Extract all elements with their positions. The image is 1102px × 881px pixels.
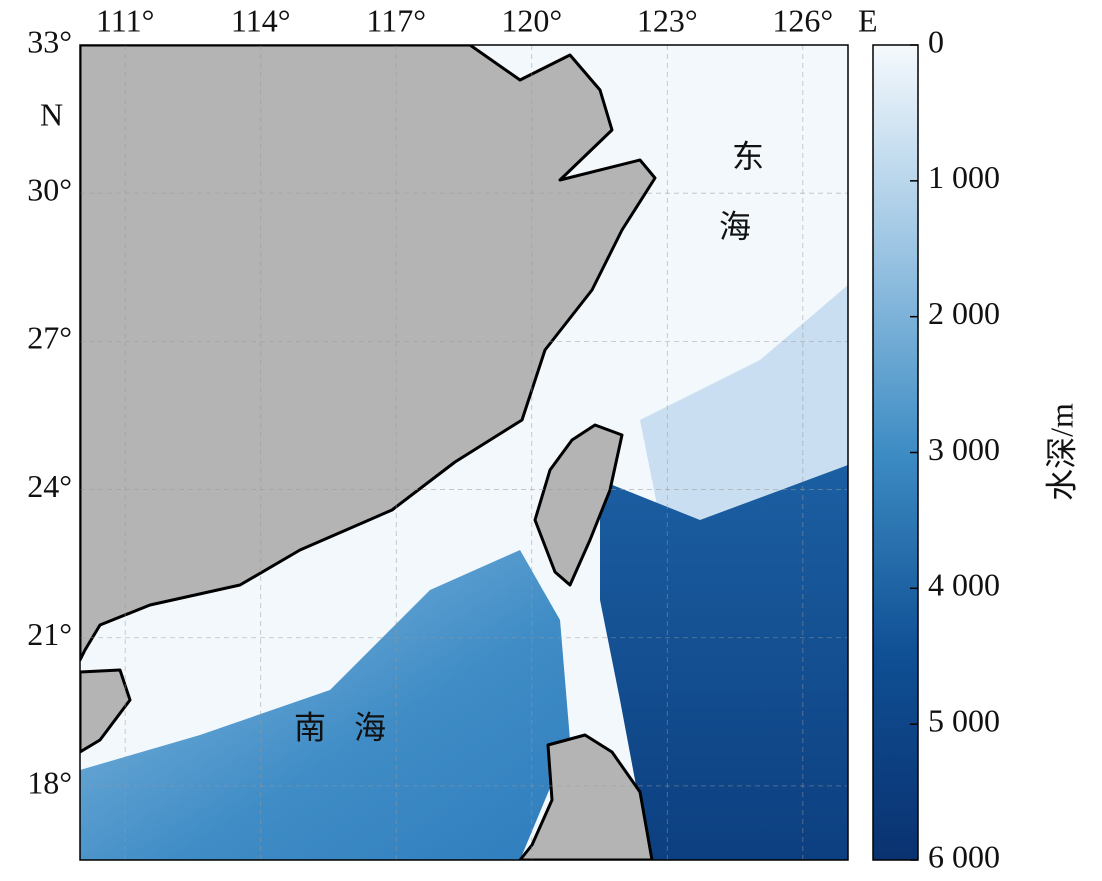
- colorbar-label: 水深/m: [1043, 403, 1079, 501]
- x-tick-label: 111°: [96, 2, 154, 38]
- deep-ocean: [600, 465, 848, 860]
- x-tick-label: 114°: [231, 2, 291, 38]
- map-frame: [79, 44, 849, 861]
- east-sea-label: 海: [719, 208, 751, 244]
- x-tick-label: 123°: [637, 2, 698, 38]
- y-tick-label: 30°: [27, 172, 72, 208]
- x-tick-label: 126°: [772, 2, 833, 38]
- y-tick-label: 33°: [27, 23, 72, 59]
- colorbar-tick-label: 3 000: [928, 431, 1000, 467]
- east-sea-label: 东: [732, 138, 764, 174]
- colorbar-tick-label: 0: [928, 23, 944, 59]
- x-tick-label: 117°: [366, 2, 426, 38]
- lat-hemisphere: N: [40, 96, 63, 132]
- colorbar-tick-label: 4 000: [928, 567, 1000, 603]
- y-tick-label: 24°: [27, 468, 72, 504]
- lon-hemisphere: E: [858, 2, 878, 38]
- colorbar-tick-label: 5 000: [928, 703, 1000, 739]
- y-tick-label: 18°: [27, 764, 72, 800]
- south-sea-basin: [80, 550, 570, 860]
- y-tick-label: 27°: [27, 320, 72, 356]
- colorbar-tick-label: 6 000: [928, 838, 1000, 874]
- taiwan: [533, 423, 624, 587]
- south-sea-label: 海: [354, 709, 386, 745]
- shelf-slope: [640, 285, 848, 520]
- colorbar-tick-label: 2 000: [928, 295, 1000, 331]
- map-area: [80, 45, 848, 860]
- y-tick-label: 21°: [27, 616, 72, 652]
- south-sea-label: 南: [294, 709, 326, 745]
- x-tick-label: 120°: [501, 2, 562, 38]
- hainan: [80, 668, 132, 754]
- colorbar-tick-label: 1 000: [928, 159, 1000, 195]
- luzon: [518, 733, 654, 860]
